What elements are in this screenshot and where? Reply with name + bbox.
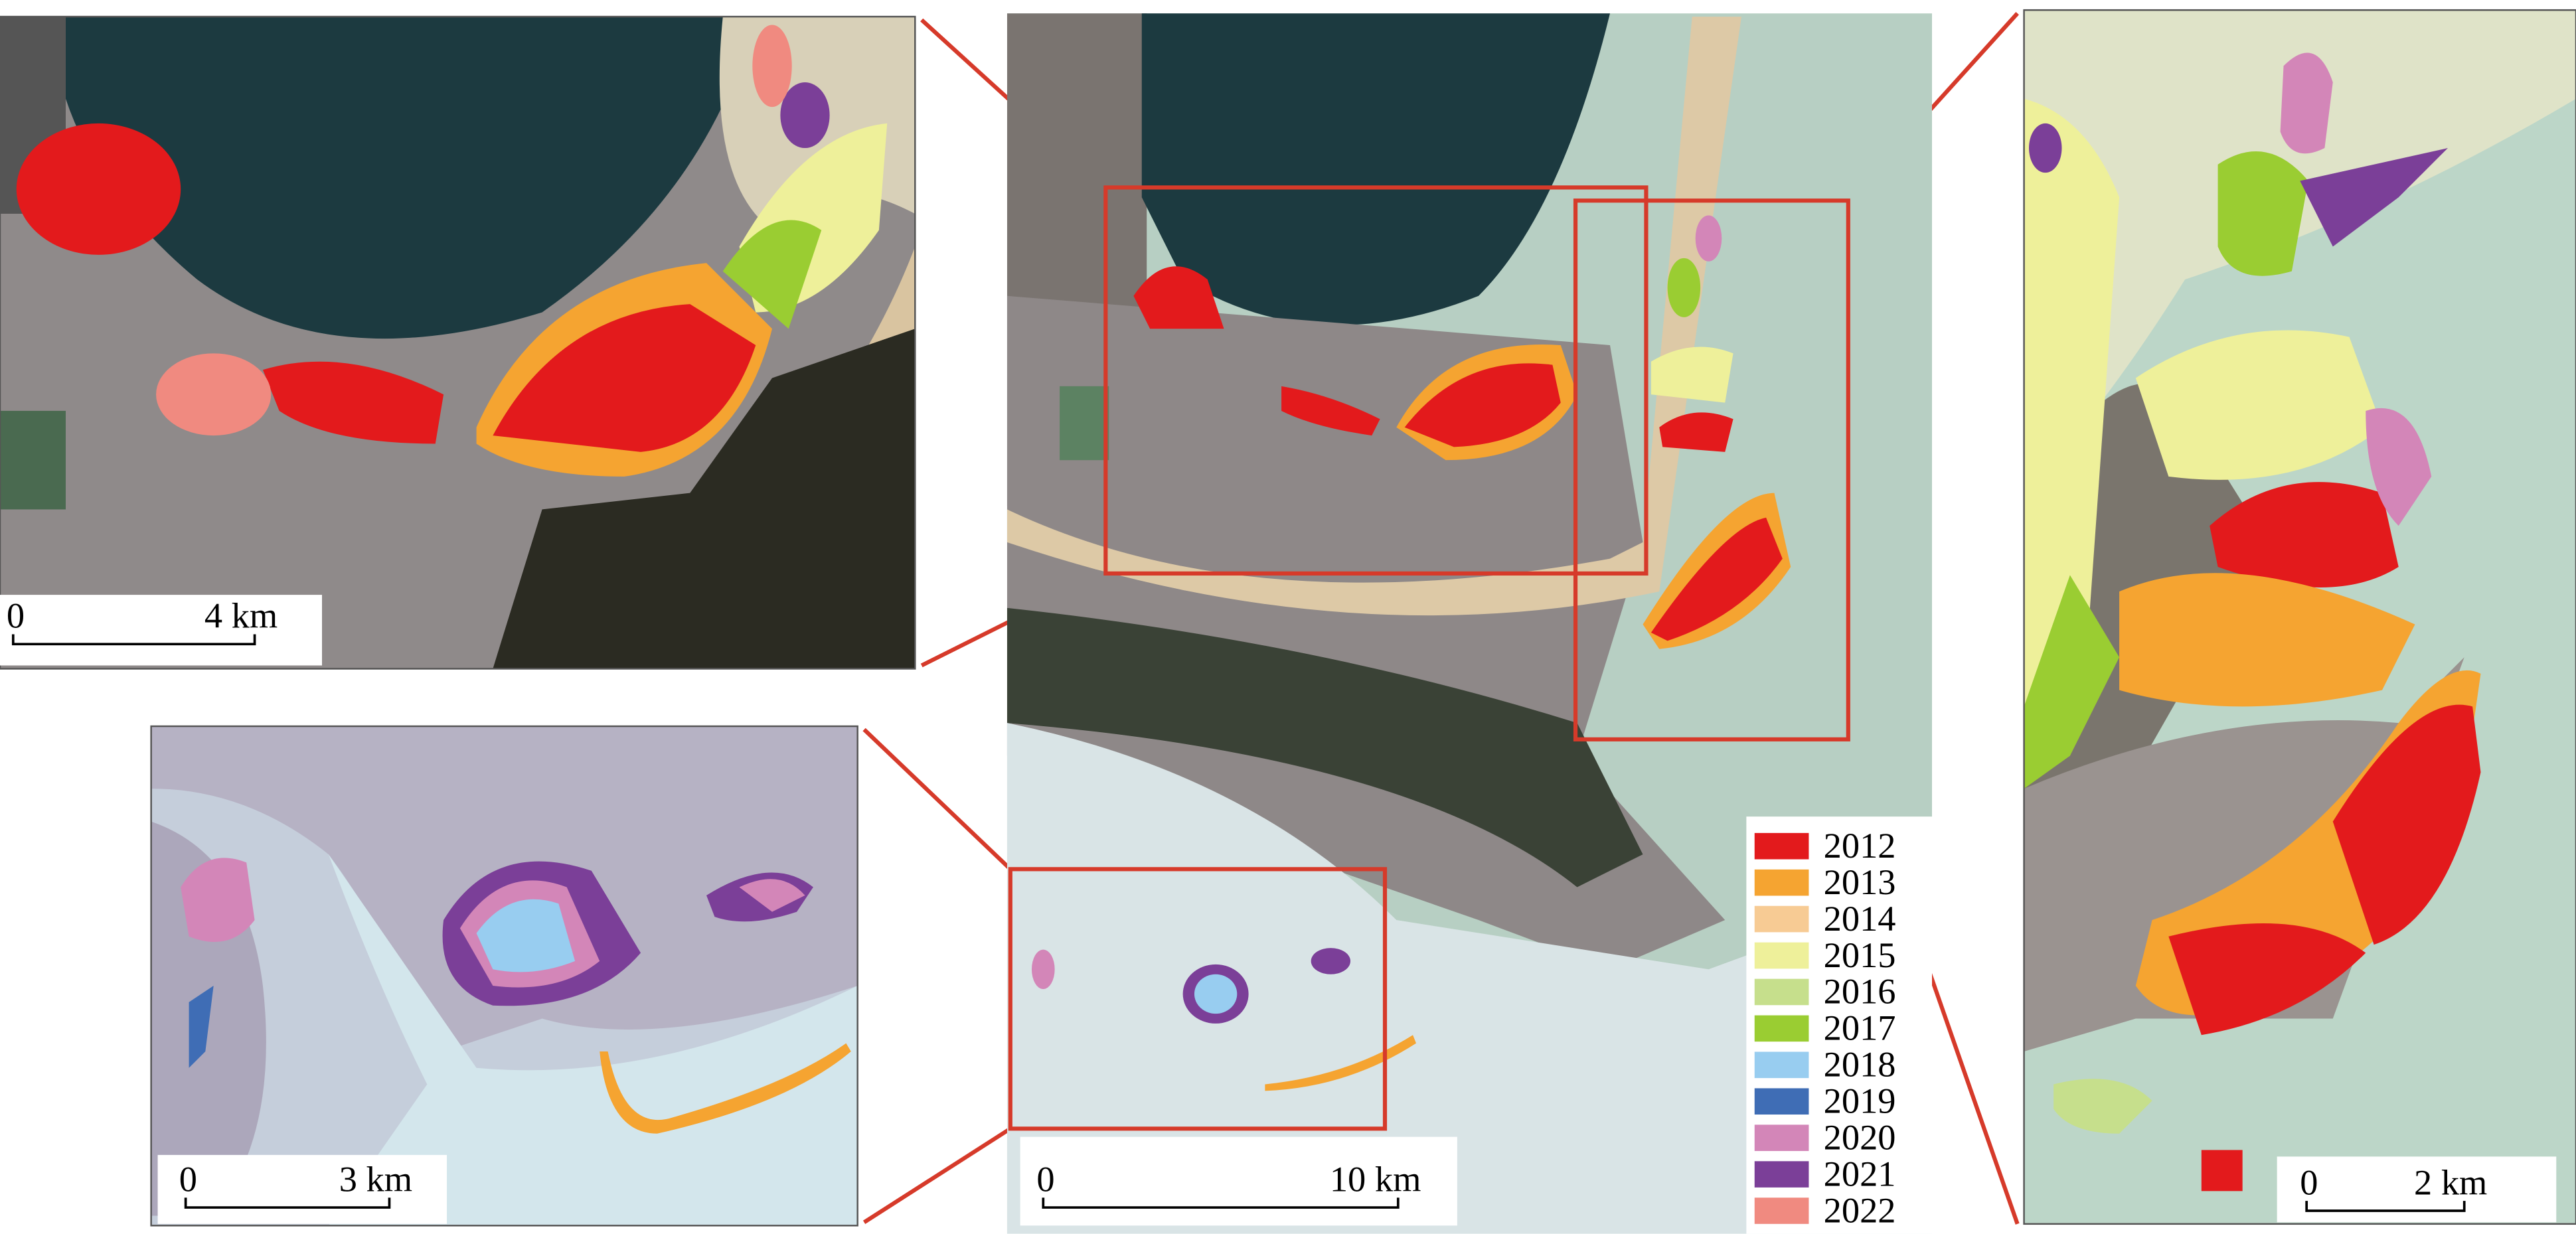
change-patch [780,82,830,149]
scale-end: 2 km [2414,1162,2487,1202]
legend-swatch [1754,832,1809,860]
change-patch [181,858,255,943]
change-patch [1281,386,1380,436]
legend-swatch [1754,942,1809,969]
panel-frame [150,725,858,1227]
legend-label: 2016 [1824,971,1896,1012]
panel-frame [0,15,916,670]
panel-center [1006,13,1932,1234]
scale-bars: 0 4 km 0 3 km 0 10 km 0 2 km [0,595,2557,1226]
change-patch [16,123,181,255]
legend-swatch [1754,905,1809,933]
legend-label: 2020 [1824,1117,1896,1157]
legend-label: 2019 [1824,1081,1896,1121]
legend-label: 2018 [1824,1044,1896,1085]
legend-label: 2015 [1824,935,1896,975]
legend-swatch [1754,869,1809,896]
scale-start: 0 [179,1158,197,1199]
change-patch [156,353,272,436]
change-patch [739,879,805,912]
panel-right [2024,10,2576,1224]
legend-label: 2022 [1824,1190,1896,1230]
scale-line [11,634,256,646]
change-patch [2201,1150,2243,1192]
change-patch [752,25,792,108]
legend-swatch [1754,978,1809,1006]
scale-start: 0 [2300,1162,2318,1202]
scale-end: 4 km [204,595,278,636]
scale-box [1020,1136,1457,1226]
change-patch [2168,923,2366,1036]
scale-line [2305,1201,2466,1212]
zoom-boxes [1008,185,1850,1131]
change-patch [2028,123,2062,173]
legend-swatch [1754,1197,1809,1224]
scale-start: 0 [1036,1158,1054,1199]
scale-box [157,1154,447,1224]
change-patch [2024,98,2120,707]
legend: 2012201320142015201620172018201920202021… [1754,825,1896,1230]
scale-box [0,595,322,666]
change-patch [1650,517,1783,641]
change-patch [2332,704,2481,945]
change-patch [1667,258,1701,317]
change-patch [1265,1035,1417,1091]
legend-swatch [1754,1015,1809,1042]
change-patch [1133,266,1224,329]
change-patch [2280,52,2333,154]
panel-frame [2023,9,2576,1225]
change-patch [1404,363,1561,447]
panel-bottom-left [151,726,858,1226]
legend-label: 2014 [1824,898,1896,939]
legend-label: 2013 [1824,862,1896,902]
change-patch [1194,974,1238,1014]
legend-swatch [1754,1088,1809,1115]
change-patch [722,220,822,329]
scale-start: 0 [7,595,25,636]
scale-end: 3 km [339,1158,412,1199]
change-patch [1659,412,1733,452]
change-patch [493,304,756,452]
scale-end: 10 km [1330,1158,1421,1199]
change-patch [2217,151,2308,276]
scale-line [184,1197,391,1209]
change-patch [262,361,444,444]
change-patch [2300,148,2448,247]
change-patch [1650,347,1733,403]
change-patch [2119,573,2415,707]
change-patch [189,986,214,1068]
legend-swatch [1754,1124,1809,1151]
legend-swatch [1754,1051,1809,1079]
legend-label: 2017 [1824,1008,1896,1048]
scale-line [1042,1197,1400,1209]
change-patch [2024,575,2120,789]
change-patch [2366,408,2432,526]
change-patch [2135,330,2383,480]
panel-top-left [0,17,916,669]
change-patch [1311,948,1351,974]
change-patch [1695,215,1722,262]
legend-swatch [1754,1161,1809,1188]
change-patch [476,899,576,972]
legend-label: 2012 [1824,825,1896,866]
legend-label: 2021 [1824,1153,1896,1194]
change-patch [2053,1079,2152,1134]
change-patch [2210,482,2399,587]
change-patch [1031,949,1055,989]
